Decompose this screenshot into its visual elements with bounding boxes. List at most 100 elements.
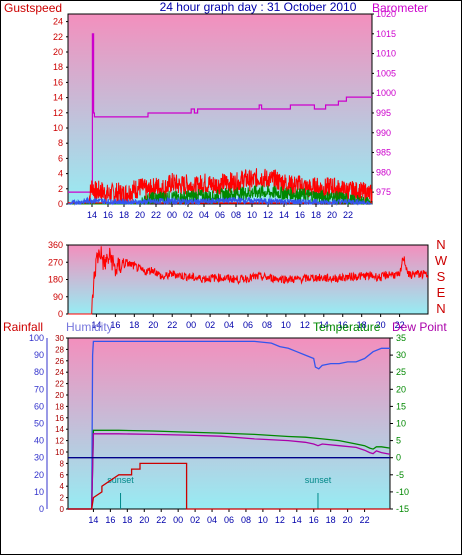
gust-tick-label: 18 — [53, 62, 63, 72]
humidity-tick-label: 50 — [34, 419, 44, 429]
rain-tick-label: 4 — [60, 482, 65, 491]
gust-tick-label: 24 — [53, 17, 63, 27]
humidity-tick-label: 10 — [34, 487, 44, 497]
direction-tick-label: 90 — [53, 292, 63, 302]
series-line-3 — [67, 195, 372, 206]
x-tick-label: 10 — [247, 210, 257, 220]
gust-tick-label: 2 — [58, 184, 63, 194]
rain-tick-label: 22 — [55, 380, 64, 389]
baro-tick-label: 985 — [376, 148, 391, 158]
compass-label: E — [437, 285, 446, 300]
x-tick-label: 20 — [148, 320, 158, 330]
direction-tick-label: 0 — [58, 309, 63, 319]
baro-tick-label: 995 — [376, 108, 391, 118]
barometer-label: Barometer — [372, 1, 428, 15]
humidity-tick-label: 40 — [34, 436, 44, 446]
rain-tick-label: 14 — [55, 425, 64, 434]
gust-tick-label: 16 — [53, 77, 63, 87]
x-tick-label: 08 — [241, 515, 251, 525]
rain-tick-label: 8 — [60, 459, 65, 468]
x-tick-label: 00 — [167, 210, 177, 220]
wind-pressure-panel: 14 16 18 20 22 00 02 04 06 08 10 12 14 16 18 20 22024681… — [53, 9, 396, 220]
baro-tick-label: 980 — [376, 167, 391, 177]
gust-tick-label: 0 — [58, 199, 63, 209]
humidity-tick-label: 60 — [34, 401, 44, 411]
temp-tick-label: -10 — [396, 487, 409, 497]
direction-tick-label: 270 — [48, 257, 63, 267]
sunset-label: sunset — [305, 475, 332, 485]
rain-tick-label: 28 — [55, 345, 64, 354]
x-tick-label: 12 — [275, 515, 285, 525]
temp-tick-label: 10 — [396, 419, 406, 429]
x-tick-label: 16 — [110, 320, 120, 330]
series-line-0 — [68, 340, 390, 510]
gust-tick-label: 14 — [53, 93, 63, 103]
direction-line-0 — [68, 246, 429, 315]
x-tick-label: 04 — [207, 515, 217, 525]
plot-area — [67, 337, 391, 510]
temp-tick-label: 20 — [396, 384, 406, 394]
x-tick-label: 16 — [338, 320, 348, 330]
temp-tick-label: -15 — [396, 504, 409, 514]
baro-tick-label: 1020 — [376, 9, 396, 19]
temperature-label: Temperature — [313, 320, 381, 334]
gust-tick-label: 10 — [53, 123, 63, 133]
rain-tick-label: 2 — [60, 494, 65, 503]
x-tick-label: 22 — [360, 515, 370, 525]
baro-tick-label: 1010 — [376, 49, 396, 59]
gust-tick-label: 6 — [58, 153, 63, 163]
compass-label: N — [436, 301, 445, 316]
humidity-tick-label: 30 — [34, 453, 44, 463]
baro-tick-label: 1015 — [376, 29, 396, 39]
baro-tick-label: 1000 — [376, 88, 396, 98]
chart-title: 24 hour graph day : 31 October 2010 — [160, 0, 357, 14]
x-tick-label: 20 — [327, 210, 337, 220]
temp-tick-label: 25 — [396, 367, 406, 377]
series-line-1 — [68, 168, 373, 205]
x-tick-label: 14 — [279, 210, 289, 220]
x-tick-label: 18 — [119, 210, 129, 220]
sunset-label: sunset — [107, 475, 134, 485]
x-tick-label: 22 — [343, 210, 353, 220]
humidity-tick-label: 90 — [34, 350, 44, 360]
temp-tick-label: 35 — [396, 333, 406, 343]
series-line-0 — [68, 33, 372, 193]
temp-tick-label: 0 — [396, 453, 401, 463]
baro-tick-label: 975 — [376, 187, 391, 197]
temp-tick-label: 5 — [396, 436, 401, 446]
x-tick-label: 02 — [190, 515, 200, 525]
x-tick-label: 14 — [88, 515, 98, 525]
x-tick-label: 16 — [295, 210, 305, 220]
compass-label: S — [437, 269, 446, 284]
rain-tick-label: 24 — [55, 368, 64, 377]
gust-tick-label: 12 — [53, 108, 63, 118]
x-tick-label: 08 — [231, 210, 241, 220]
x-tick-label: 18 — [122, 515, 132, 525]
rain-tick-label: 6 — [60, 471, 65, 480]
x-tick-label: 18 — [129, 320, 139, 330]
temp-tick-label: 15 — [396, 401, 406, 411]
humidity-tick-label: 100 — [29, 333, 44, 343]
rain-tick-label: 30 — [55, 334, 64, 343]
x-tick-label: 22 — [167, 320, 177, 330]
humidity-tick-label: 70 — [34, 384, 44, 394]
gustspeed-label: Gustspeed — [4, 1, 62, 15]
compass-label: N — [436, 237, 445, 252]
x-tick-label: 06 — [215, 210, 225, 220]
x-tick-label: 18 — [357, 320, 367, 330]
x-tick-label: 20 — [135, 210, 145, 220]
gust-tick-label: 8 — [58, 138, 63, 148]
direction-tick-label: 360 — [48, 240, 63, 250]
gust-tick-label: 22 — [53, 32, 63, 42]
gust-tick-label: 4 — [58, 169, 63, 179]
humidity-tick-label: 0 — [39, 504, 44, 514]
x-tick-label: 04 — [224, 320, 234, 330]
x-tick-label: 22 — [156, 515, 166, 525]
x-tick-label: 14 — [319, 320, 329, 330]
baro-tick-label: 1005 — [376, 68, 396, 78]
series-line-2 — [68, 433, 391, 510]
x-tick-label: 06 — [243, 320, 253, 330]
x-tick-label: 12 — [300, 320, 310, 330]
x-tick-label: 14 — [91, 320, 101, 330]
